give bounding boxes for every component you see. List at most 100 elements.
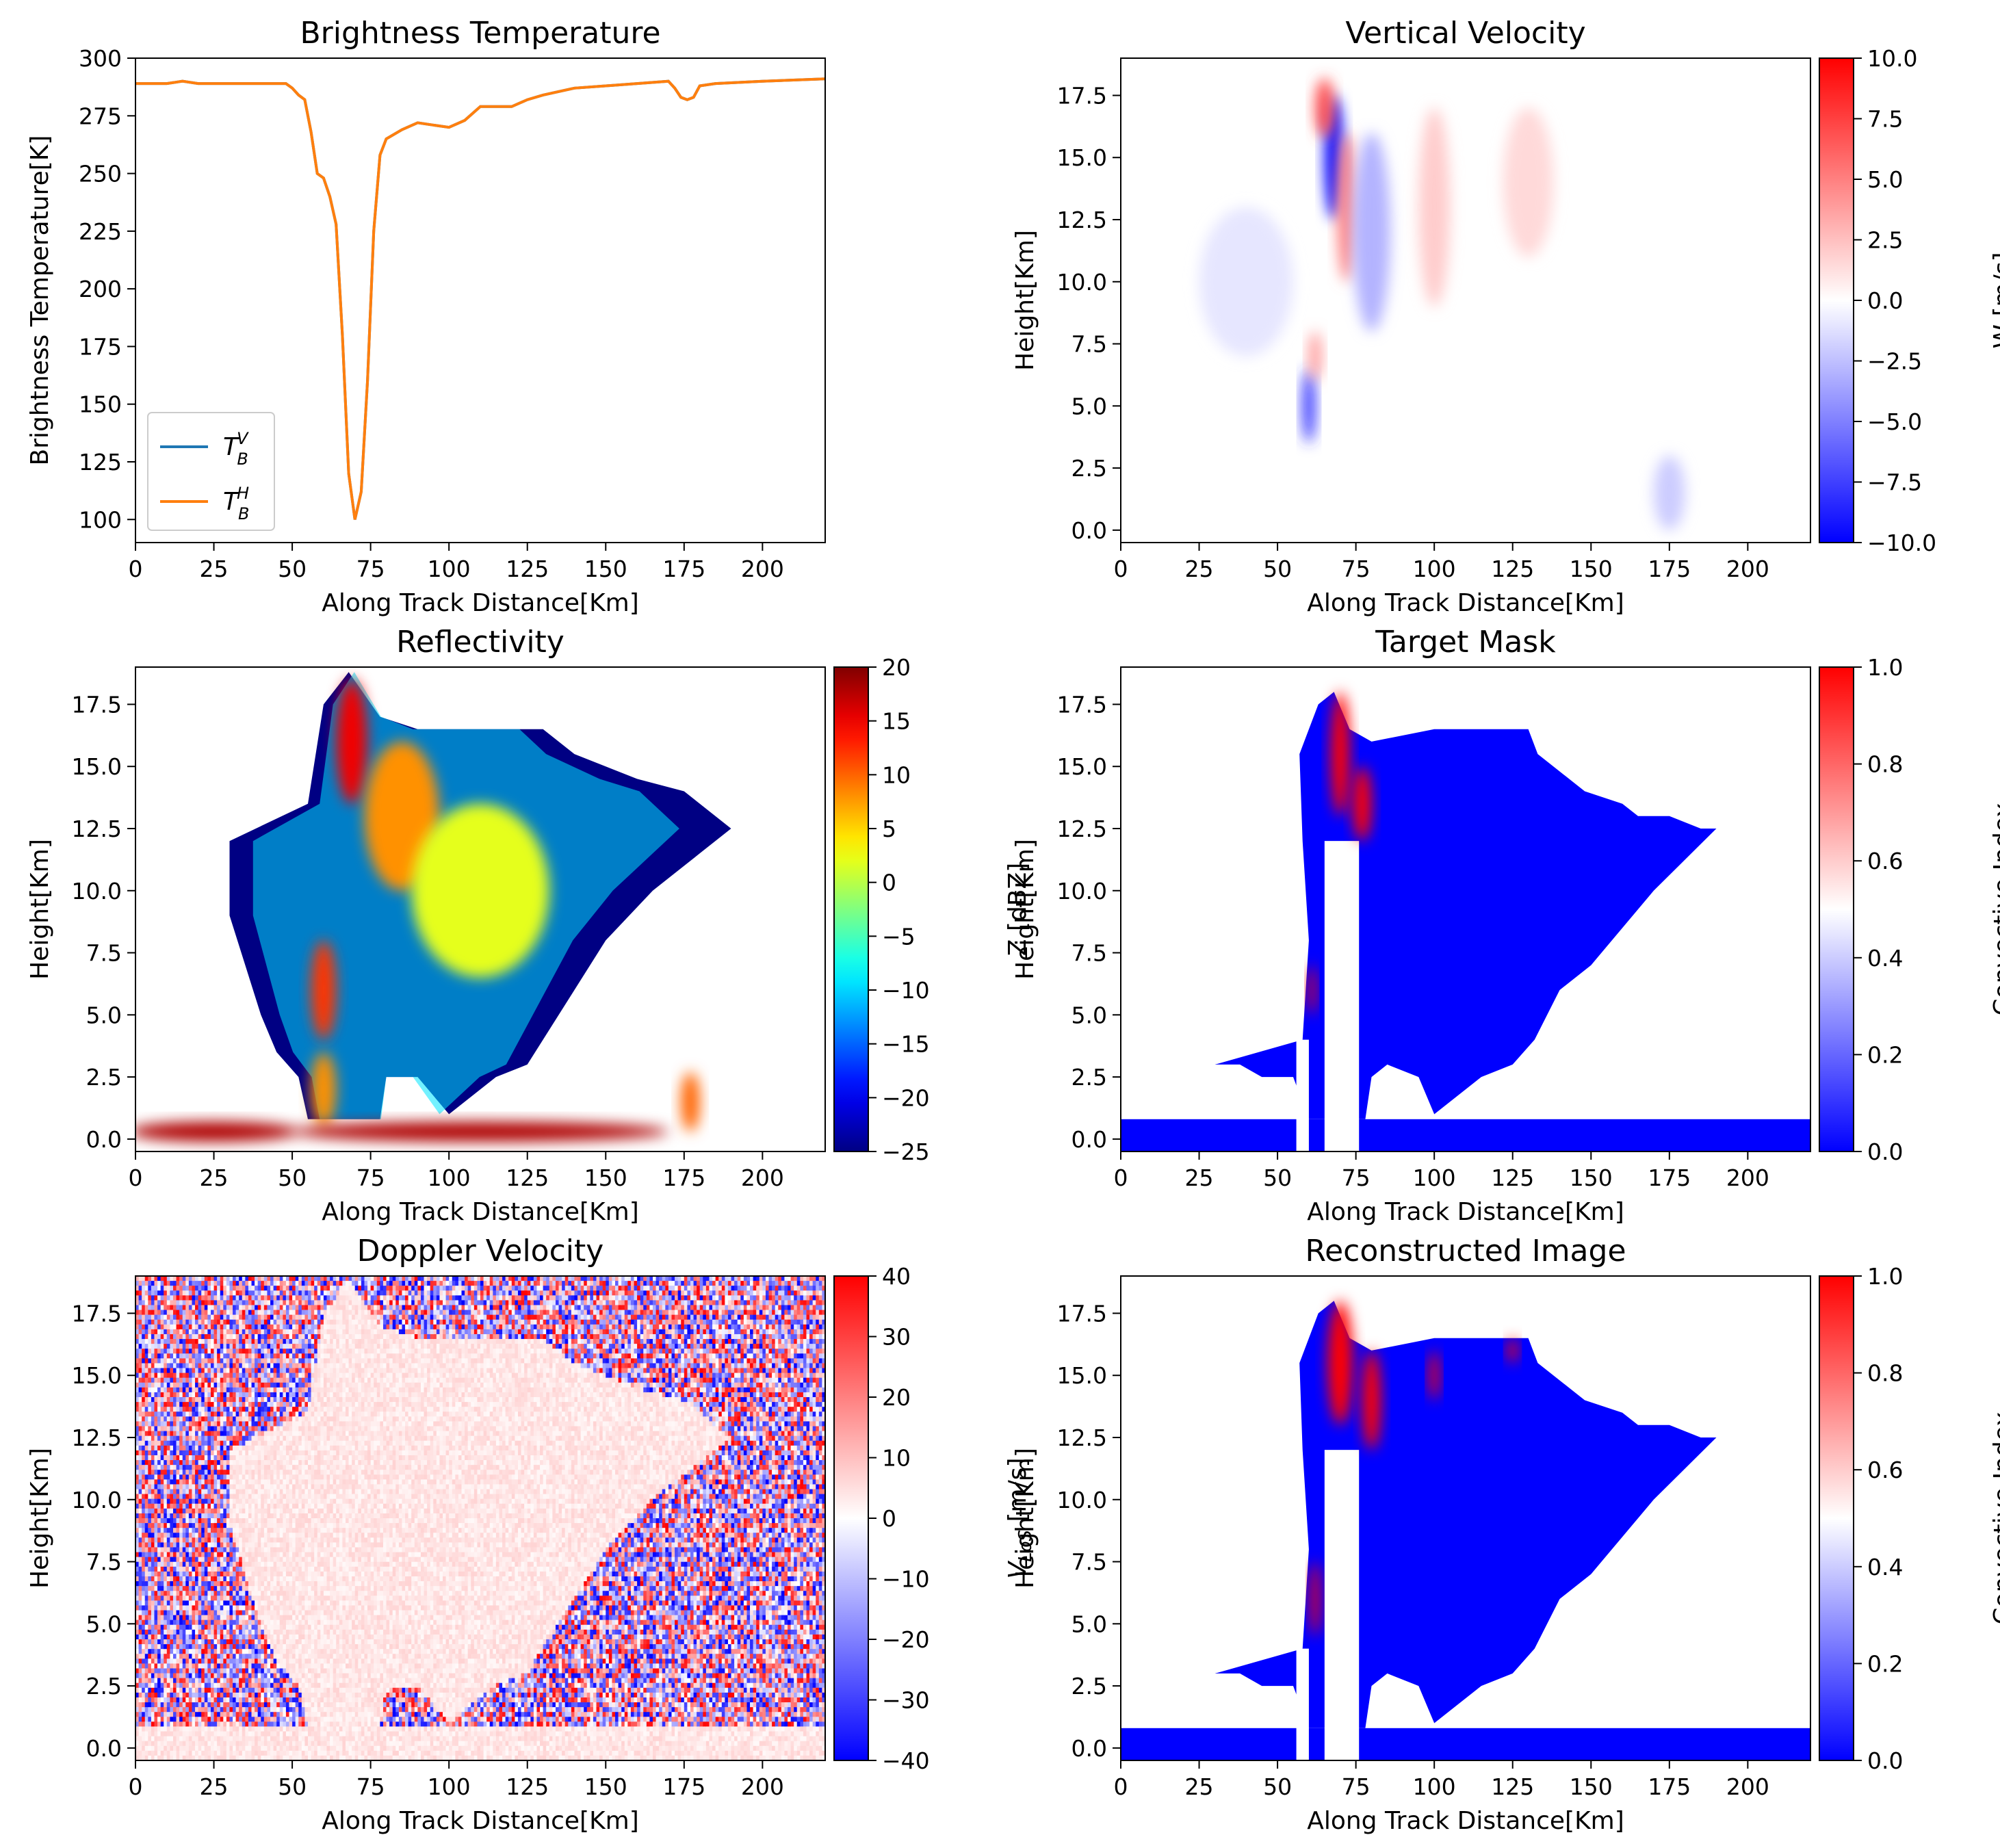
doppler-cell [154, 1450, 157, 1456]
doppler-cell [258, 1363, 261, 1368]
doppler-cell [276, 1717, 280, 1722]
doppler-cell [151, 1353, 155, 1359]
doppler-cell [148, 1339, 151, 1344]
doppler-cell [177, 1320, 180, 1325]
doppler-cell [211, 1368, 214, 1374]
doppler-cell [214, 1325, 218, 1330]
doppler-cell [276, 1547, 280, 1552]
doppler-cell [198, 1349, 202, 1354]
doppler-cell [226, 1721, 230, 1727]
doppler-cell [161, 1615, 164, 1621]
doppler-cell [229, 1707, 233, 1713]
doppler-cell [183, 1402, 186, 1407]
doppler-cell [142, 1697, 145, 1703]
doppler-cell [201, 1600, 205, 1606]
doppler-cell [167, 1325, 170, 1330]
doppler-cell [201, 1334, 205, 1340]
doppler-cell [248, 1397, 252, 1403]
doppler-cell [145, 1383, 148, 1388]
doppler-cell [167, 1586, 170, 1591]
doppler-cell [264, 1625, 268, 1630]
doppler-cell [214, 1339, 218, 1344]
doppler-cell [226, 1416, 230, 1422]
doppler-cell [205, 1431, 208, 1437]
doppler-cell [255, 1378, 258, 1383]
doppler-cell [189, 1446, 192, 1451]
doppler-cell [192, 1630, 195, 1635]
doppler-cell [195, 1353, 198, 1359]
doppler-cell [267, 1373, 270, 1379]
doppler-cell [261, 1523, 264, 1528]
doppler-cell [205, 1416, 208, 1422]
doppler-cell [242, 1455, 246, 1461]
doppler-cell [170, 1611, 173, 1616]
doppler-cell [233, 1581, 236, 1587]
doppler-cell [179, 1658, 183, 1664]
doppler-cell [229, 1654, 233, 1659]
doppler-cell [217, 1373, 220, 1379]
doppler-cell [164, 1329, 167, 1335]
doppler-cell [198, 1572, 202, 1577]
doppler-cell [201, 1353, 205, 1359]
doppler-cell [252, 1504, 255, 1509]
doppler-cell [179, 1320, 183, 1325]
doppler-cell [264, 1470, 268, 1475]
doppler-cell [233, 1702, 236, 1708]
doppler-cell [167, 1368, 170, 1374]
doppler-cell [226, 1305, 230, 1310]
doppler-cell [242, 1416, 246, 1422]
doppler-cell [179, 1600, 183, 1606]
doppler-cell [142, 1368, 145, 1374]
doppler-cell [205, 1411, 208, 1417]
doppler-cell [255, 1383, 258, 1388]
doppler-cell [245, 1426, 248, 1431]
doppler-cell [270, 1600, 274, 1606]
doppler-cell [220, 1411, 224, 1417]
doppler-cell [233, 1276, 236, 1281]
doppler-cell [239, 1421, 242, 1427]
doppler-cell [283, 1421, 286, 1427]
doppler-cell [276, 1494, 280, 1500]
doppler-cell [139, 1388, 142, 1393]
doppler-cell [173, 1625, 177, 1630]
doppler-cell [205, 1397, 208, 1403]
x-tick-label: 200 [741, 1164, 784, 1191]
doppler-cell [154, 1688, 157, 1693]
doppler-cell [161, 1658, 164, 1664]
doppler-cell [179, 1450, 183, 1456]
doppler-cell [151, 1625, 155, 1630]
doppler-cell [189, 1334, 192, 1340]
doppler-cell [142, 1572, 145, 1577]
doppler-cell [274, 1683, 277, 1689]
doppler-cell [183, 1334, 186, 1340]
doppler-cell [242, 1392, 246, 1398]
doppler-cell [242, 1663, 246, 1669]
doppler-cell [245, 1605, 248, 1611]
doppler-cell [255, 1528, 258, 1533]
doppler-cell [179, 1674, 183, 1679]
doppler-cell [170, 1479, 173, 1485]
doppler-cell [229, 1528, 233, 1533]
doppler-cell [276, 1286, 280, 1291]
doppler-cell [229, 1383, 233, 1388]
doppler-cell [214, 1484, 218, 1489]
doppler-cell [167, 1732, 170, 1737]
doppler-cell [207, 1378, 211, 1383]
doppler-cell [183, 1591, 186, 1596]
doppler-cell [179, 1654, 183, 1659]
doppler-cell [280, 1489, 283, 1495]
doppler-cell [157, 1402, 161, 1407]
doppler-cell [226, 1339, 230, 1344]
doppler-cell [236, 1707, 239, 1713]
doppler-cell [261, 1397, 264, 1403]
y-tick-label: 17.5 [1057, 82, 1107, 109]
doppler-cell [223, 1649, 226, 1654]
doppler-cell [258, 1344, 261, 1349]
doppler-cell [220, 1286, 224, 1291]
doppler-cell [201, 1736, 205, 1742]
doppler-cell [248, 1407, 252, 1412]
doppler-cell [183, 1688, 186, 1693]
doppler-cell [245, 1310, 248, 1316]
doppler-cell [192, 1736, 195, 1742]
doppler-cell [226, 1465, 230, 1470]
